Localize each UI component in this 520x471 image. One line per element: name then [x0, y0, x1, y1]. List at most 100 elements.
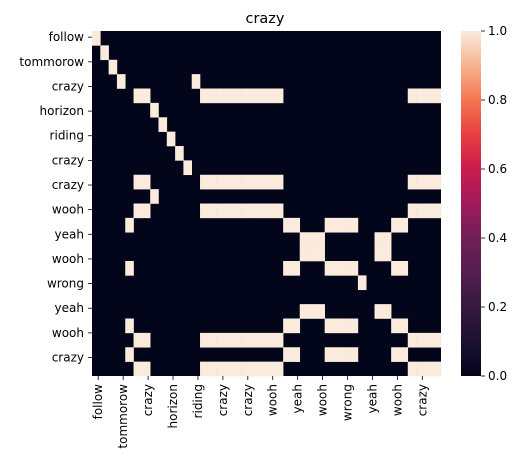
heatmap-cell [233, 88, 242, 104]
y-tick-label: crazy [52, 351, 84, 365]
colorbar-tick-label: 1.0 [488, 24, 507, 38]
heatmap-cell [183, 160, 193, 176]
heatmap-cell [308, 304, 317, 319]
heatmap-cell [332, 347, 342, 362]
heatmap-cell [332, 261, 342, 276]
heatmap-cell [382, 246, 392, 262]
chart-title: crazy [245, 11, 284, 27]
heatmap-cell [416, 203, 425, 219]
heatmap-cell [332, 217, 342, 233]
y-tick-label: crazy [52, 79, 84, 93]
heatmap-cell [424, 361, 433, 377]
heatmap-cell [200, 203, 209, 219]
heatmap-cell [391, 261, 400, 276]
heatmap-cell [200, 174, 209, 190]
colorbar: 0.0 0.2 0.4 0.6 0.8 1.0 [461, 24, 507, 383]
heatmap-cell [200, 88, 209, 104]
heatmap-cell [399, 318, 409, 334]
heatmap-cell [341, 318, 350, 334]
heatmap-cell [249, 203, 259, 219]
heatmap-cell [92, 31, 101, 46]
heatmap-cell [308, 232, 317, 247]
heatmap-cell [249, 174, 259, 190]
y-tick-label: wooh [52, 203, 84, 217]
heatmap-cell [141, 361, 151, 377]
heatmap-cell [416, 361, 425, 377]
x-tick-label: wrong [341, 384, 355, 421]
x-axis: follow tommorow crazy horizon riding crazy cra… [91, 376, 429, 449]
heatmap-cell [125, 217, 134, 233]
y-tick-label: wooh [52, 252, 84, 266]
heatmap-cell [274, 203, 284, 219]
y-tick-label: wooh [52, 326, 84, 340]
heatmap-cell [416, 88, 425, 104]
heatmap-cell [324, 261, 334, 276]
heatmap-cell [249, 332, 259, 348]
heatmap-cell [258, 361, 267, 377]
x-tick-label: wooh [316, 384, 330, 416]
y-axis: follow tommorow crazy horizon riding crazy cra… [19, 30, 92, 365]
heatmap-cell [416, 332, 425, 348]
heatmap-cell [224, 361, 234, 377]
heatmap-cell [216, 203, 226, 219]
x-tick-label: crazy [415, 384, 429, 416]
y-tick-label: crazy [52, 153, 84, 167]
heatmap-cell [274, 174, 284, 190]
x-tick-label: riding [191, 384, 205, 418]
heatmap-cell [216, 361, 226, 377]
x-tick-label: wooh [266, 384, 280, 416]
heatmap-cell [191, 74, 201, 89]
heatmap-cell [424, 332, 433, 348]
heatmap-cell [150, 102, 159, 118]
heatmap-cell [341, 347, 350, 362]
heatmap-cell [249, 88, 259, 104]
heatmap-cell [141, 203, 151, 219]
heatmap-cell [324, 347, 334, 362]
heatmap-cell [432, 203, 442, 219]
heatmap-cell [224, 88, 234, 104]
heatmap-cell [316, 246, 325, 262]
heatmap-cell [291, 347, 301, 362]
heatmap-cell [200, 361, 209, 377]
heatmap-cell [283, 318, 292, 334]
heatmap-cell [316, 232, 325, 247]
heatmap-cell [349, 347, 359, 362]
x-tick-label: yeah [365, 384, 379, 413]
heatmap-cell [407, 174, 417, 190]
heatmap-cell [266, 361, 276, 377]
heatmap-cell [357, 275, 367, 291]
heatmap-cell [316, 304, 325, 319]
heatmap-cell [125, 261, 134, 276]
heatmap-cell [224, 332, 234, 348]
heatmap-cell [341, 261, 350, 276]
heatmap-cell [100, 45, 109, 61]
x-tick-label: crazy [216, 384, 230, 416]
heatmap-cell [391, 347, 400, 362]
heatmap-cell [291, 318, 301, 334]
heatmap-cell [324, 318, 334, 334]
colorbar-tick-label: 0.6 [488, 162, 507, 176]
heatmap-cell [233, 203, 242, 219]
x-tick-label: wooh [390, 384, 404, 416]
y-tick-label: yeah [55, 301, 84, 315]
heatmap-cell [208, 203, 217, 219]
heatmap-cell [283, 217, 292, 233]
heatmap-cell [224, 174, 234, 190]
heatmap-cell [200, 332, 209, 348]
heatmap-cell [133, 203, 143, 219]
colorbar-tick-label: 0.0 [488, 369, 507, 383]
heatmap-cell [407, 332, 417, 348]
heatmap-cell [224, 203, 234, 219]
y-tick-label: tommorow [19, 55, 84, 69]
heatmap-cell [332, 318, 342, 334]
heatmap-cell [141, 88, 151, 104]
heatmap-cell [233, 361, 242, 377]
heatmap-cell [216, 88, 226, 104]
heatmap-cell [341, 217, 350, 233]
colorbar-tick-label: 0.8 [488, 93, 507, 107]
x-tick-label: crazy [141, 384, 155, 416]
heatmap-cell [291, 261, 301, 276]
heatmap-cell [208, 174, 217, 190]
heatmap-cell [258, 88, 267, 104]
heatmap-cell [424, 88, 433, 104]
